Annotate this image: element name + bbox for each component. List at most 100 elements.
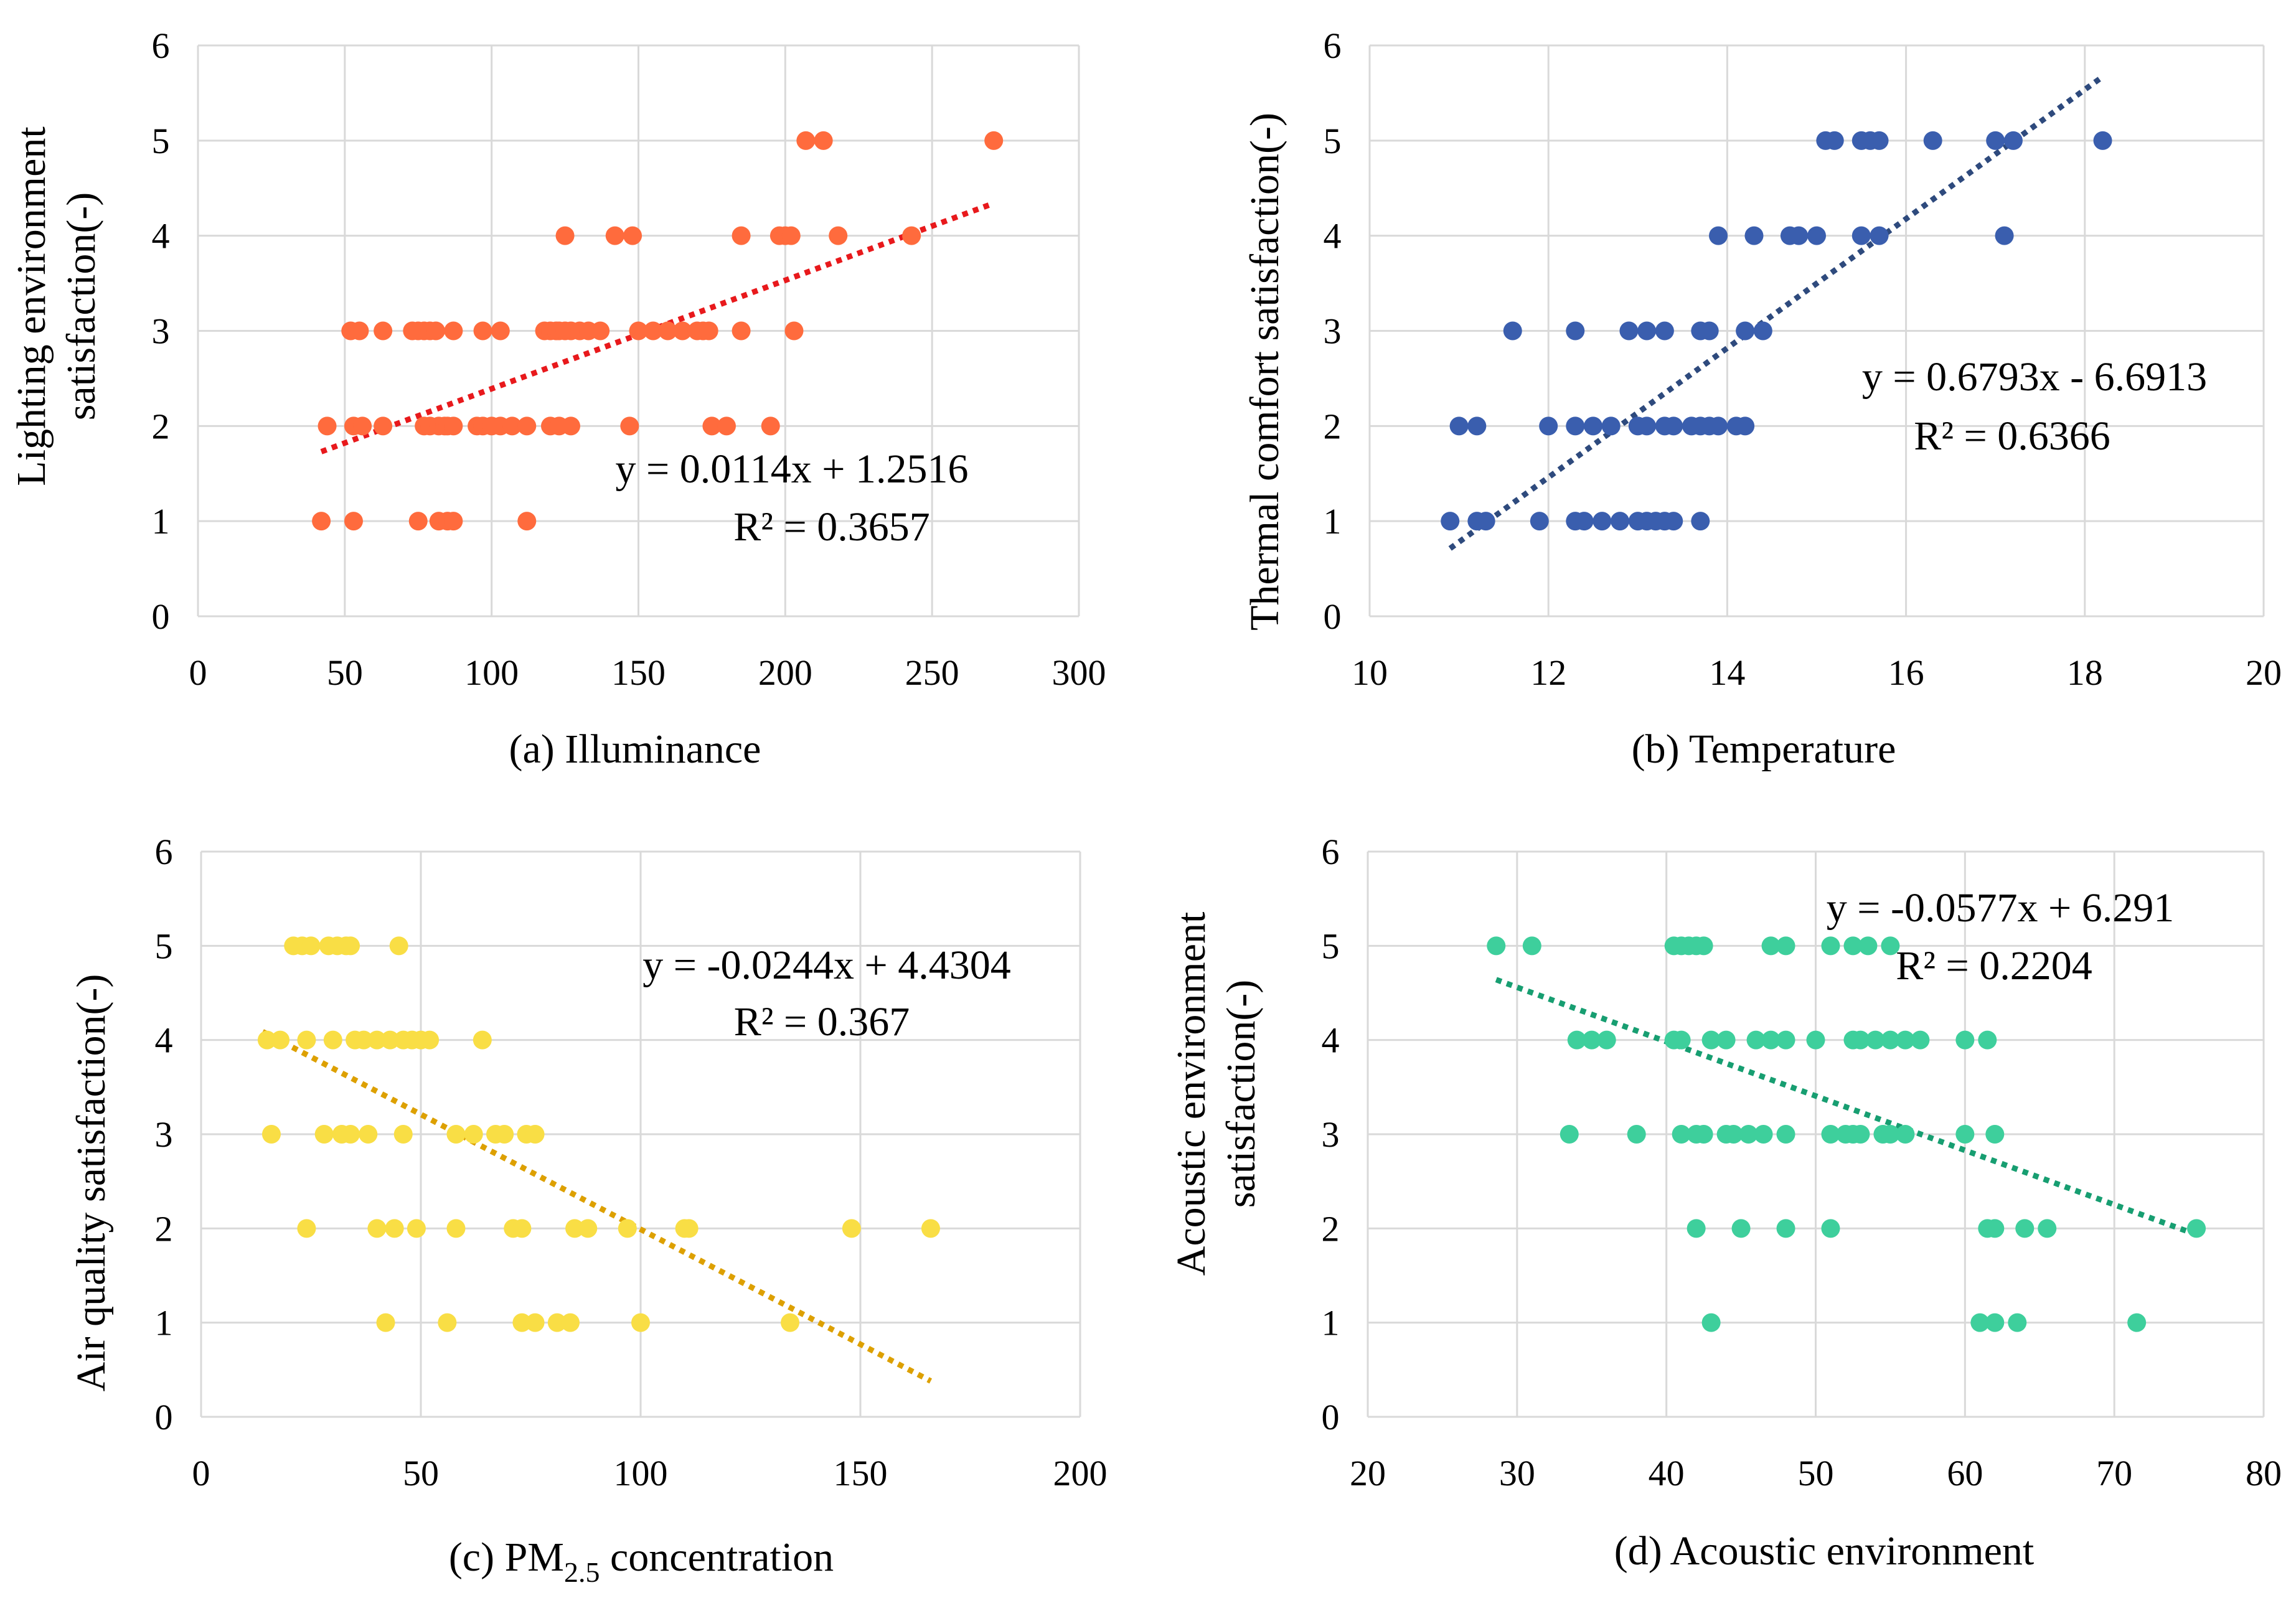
- trendline-line: [1495, 977, 2200, 1238]
- data-point: [353, 416, 372, 436]
- data-point: [1970, 1313, 1990, 1332]
- data-point: [547, 1313, 567, 1332]
- y-tick-label: 5: [1324, 121, 1342, 161]
- data-point: [374, 416, 393, 436]
- y-tick-label: 5: [1322, 926, 1340, 966]
- data-point: [407, 1219, 426, 1238]
- x-tick-label: 50: [403, 1453, 439, 1493]
- data-point: [673, 321, 692, 341]
- data-point: [1530, 512, 1549, 531]
- data-point: [261, 1125, 281, 1144]
- data-point: [393, 1125, 413, 1144]
- data-point: [1843, 936, 1863, 956]
- y-tick-label: 2: [152, 406, 170, 446]
- data-point: [781, 226, 801, 245]
- data-point: [644, 321, 663, 341]
- data-point: [446, 1219, 466, 1238]
- data-point: [323, 1030, 342, 1050]
- data-point: [578, 1219, 598, 1238]
- data-point: [842, 1219, 861, 1238]
- y-tick-label: 3: [155, 1114, 173, 1155]
- data-point: [1694, 936, 1713, 956]
- x-tick-label: 60: [1947, 1453, 1983, 1493]
- data-point: [271, 1030, 290, 1050]
- data-point: [784, 321, 804, 341]
- x-tick-labels: 10 12 14 16 18 20: [1352, 652, 2282, 693]
- data-point: [829, 226, 848, 245]
- data-point: [1700, 321, 1719, 341]
- data-point: [1806, 1030, 1825, 1050]
- data-point: [1881, 936, 1900, 956]
- data-point: [473, 321, 492, 341]
- x-tick-label: 70: [2096, 1453, 2132, 1493]
- data-point: [565, 1219, 585, 1238]
- data-point: [354, 1030, 374, 1050]
- data-point: [525, 1125, 545, 1144]
- x-tick-label: 200: [758, 652, 812, 693]
- y-axis-label-line-1: Acoustic environment: [1169, 912, 1214, 1276]
- plot-grid: [1367, 850, 2265, 1418]
- y-tick-label: 5: [152, 121, 170, 161]
- data-point: [517, 416, 537, 436]
- data-point: [814, 131, 833, 150]
- chart-panel-acoustic: 20 30 40 50 60 70 80 0 1 2 3 4 5 6 Acoustic environm…: [1169, 832, 2282, 1574]
- data-point: [732, 321, 751, 341]
- data-point: [380, 1030, 400, 1050]
- data-point: [512, 1313, 532, 1332]
- data-point: [1776, 1219, 1795, 1238]
- data-point: [2187, 1219, 2206, 1238]
- data-point: [561, 1313, 580, 1332]
- data-point: [1701, 1313, 1721, 1332]
- data-point: [1789, 226, 1809, 245]
- data-point: [1851, 1125, 1870, 1144]
- trend-equation: y = -0.0244x + 4.4304: [642, 942, 1010, 988]
- data-point: [2038, 1219, 2057, 1238]
- data-point: [1637, 416, 1657, 436]
- data-point: [562, 416, 581, 436]
- x-tick-label: 20: [2246, 652, 2282, 693]
- data-point: [1574, 512, 1594, 531]
- data-points: [1441, 131, 2112, 531]
- data-point: [1566, 416, 1585, 436]
- data-point: [1761, 1030, 1781, 1050]
- x-tick-label: 300: [1052, 652, 1106, 693]
- data-point: [1476, 512, 1495, 531]
- data-point: [629, 321, 648, 341]
- data-point: [301, 936, 321, 956]
- trend-equation: y = 0.0114x + 1.2516: [616, 446, 969, 492]
- y-tick-label: 0: [152, 596, 170, 637]
- data-point: [312, 512, 331, 531]
- data-point: [257, 1030, 276, 1050]
- data-point: [1776, 936, 1795, 956]
- x-tick-label: 50: [327, 652, 363, 693]
- x-tick-label: 50: [1798, 1453, 1834, 1493]
- data-point: [984, 131, 1004, 150]
- r-squared: R² = 0.367: [734, 999, 910, 1045]
- x-tick-labels: 0 50 100 150 200: [192, 1453, 1108, 1493]
- data-point: [796, 131, 816, 150]
- data-point: [1985, 1125, 2005, 1144]
- data-point: [374, 321, 393, 341]
- data-point: [1584, 416, 1602, 436]
- data-point: [1597, 1030, 1616, 1050]
- data-point: [591, 321, 610, 341]
- y-tick-label: 1: [1322, 1303, 1340, 1343]
- data-point: [1955, 1125, 1975, 1144]
- data-point: [1911, 1030, 1930, 1050]
- data-point: [2127, 1313, 2147, 1332]
- data-point: [1761, 936, 1781, 956]
- data-point: [1746, 1030, 1766, 1050]
- data-point: [426, 321, 446, 341]
- y-axis-label: Thermal comfort satisfaction(-): [1242, 113, 1287, 631]
- x-tick-label: 150: [834, 1453, 888, 1493]
- data-point: [367, 1030, 387, 1050]
- y-tick-label: 2: [155, 1208, 173, 1249]
- data-point: [408, 512, 428, 531]
- y-tick-label: 0: [1324, 596, 1342, 637]
- data-point: [446, 1125, 466, 1144]
- data-point: [438, 1313, 457, 1332]
- y-tick-label: 4: [1322, 1020, 1340, 1061]
- x-tick-label: 20: [1350, 1453, 1386, 1493]
- data-point: [1881, 1125, 1900, 1144]
- trendline-line: [261, 1029, 933, 1384]
